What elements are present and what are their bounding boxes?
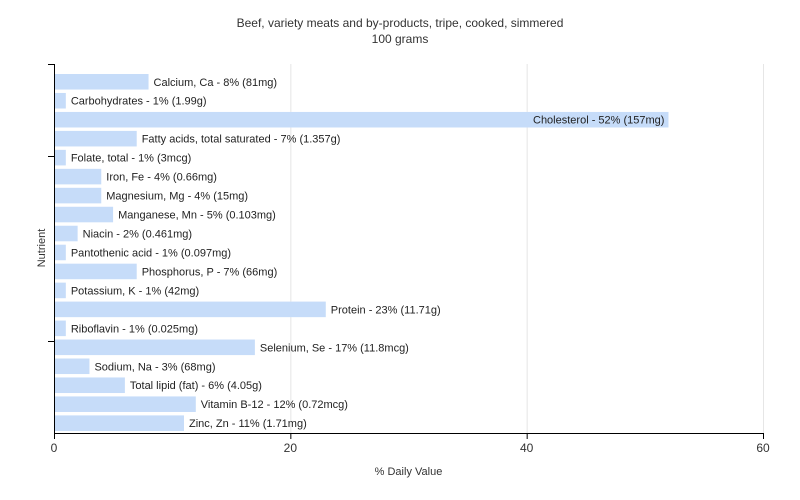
- data-label: Calcium, Ca - 8% (81mg): [154, 77, 277, 89]
- x-tick-label: 40: [520, 441, 534, 455]
- data-label: Manganese, Mn - 5% (0.103mg): [118, 210, 276, 222]
- data-label: Phosphorus, P - 7% (66mg): [142, 266, 278, 278]
- data-label: Niacin - 2% (0.461mg): [83, 229, 192, 241]
- x-tick-label: 20: [284, 441, 298, 455]
- bar: [55, 358, 90, 375]
- data-label: Magnesium, Mg - 4% (15mg): [106, 191, 248, 203]
- bar: [55, 111, 669, 128]
- bar: [55, 168, 102, 185]
- bar: [55, 396, 196, 412]
- bar: [55, 92, 66, 109]
- data-label: Folate, total - 1% (3mcg): [71, 153, 191, 165]
- bar: [55, 130, 137, 147]
- x-tick-label: 0: [51, 441, 58, 455]
- bar: [55, 244, 66, 261]
- data-label: Total lipid (fat) - 6% (4.05g): [130, 380, 262, 392]
- bar: [55, 206, 114, 223]
- bar: [55, 320, 66, 337]
- data-label: Selenium, Se - 17% (11.8mcg): [260, 342, 409, 354]
- bar: [55, 301, 326, 318]
- data-label: Carbohydrates - 1% (1.99g): [71, 96, 207, 108]
- bar: [55, 263, 137, 280]
- bar: [55, 187, 102, 204]
- bar: [55, 149, 66, 166]
- data-label: Fatty acids, total saturated - 7% (1.357…: [142, 134, 341, 146]
- bar: [55, 377, 125, 394]
- data-label: Sodium, Na - 3% (68mg): [94, 361, 215, 373]
- chart-title: Beef, variety meats and by-products, tri…: [236, 16, 564, 30]
- bar: [55, 74, 149, 90]
- data-label: Pantothenic acid - 1% (0.097mg): [71, 247, 231, 259]
- y-axis-label: Nutrient: [36, 228, 48, 268]
- data-label: Zinc, Zn - 11% (1.71mg): [189, 418, 307, 430]
- bar: [55, 415, 184, 431]
- data-label: Cholesterol - 52% (157mg): [533, 115, 664, 127]
- x-axis-label: % Daily Value: [374, 466, 443, 478]
- data-label: Potassium, K - 1% (42mg): [71, 285, 199, 297]
- bar: [55, 225, 78, 242]
- data-label: Riboflavin - 1% (0.025mg): [71, 323, 198, 335]
- chart-subtitle: 100 grams: [371, 32, 429, 46]
- data-label: Protein - 23% (11.71g): [331, 304, 441, 316]
- x-tick-label: 60: [756, 441, 770, 455]
- bar: [55, 339, 255, 356]
- data-label: Vitamin B-12 - 12% (0.72mcg): [201, 399, 348, 411]
- data-label: Iron, Fe - 4% (0.66mg): [106, 172, 217, 184]
- bar: [55, 282, 66, 299]
